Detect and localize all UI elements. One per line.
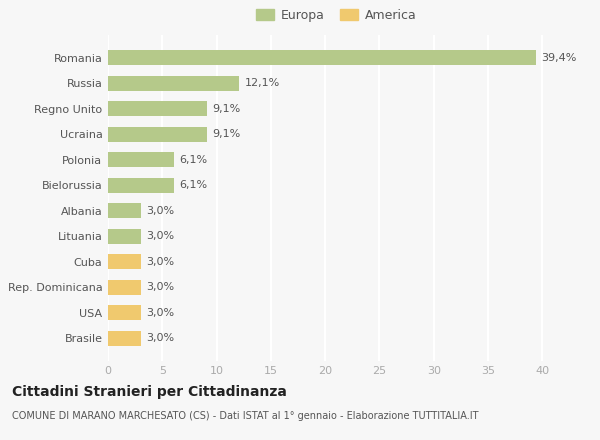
Bar [108,254,140,269]
Bar [108,331,140,346]
Bar [108,203,140,218]
Bar [108,101,207,116]
Bar [108,152,174,167]
Text: 3,0%: 3,0% [146,257,174,267]
Text: 6,1%: 6,1% [179,155,208,165]
Text: 3,0%: 3,0% [146,231,174,241]
Text: Cittadini Stranieri per Cittadinanza: Cittadini Stranieri per Cittadinanza [12,385,287,399]
Text: 12,1%: 12,1% [245,78,280,88]
Text: 39,4%: 39,4% [541,53,577,62]
Text: 3,0%: 3,0% [146,334,174,343]
Bar [108,280,140,295]
Text: 9,1%: 9,1% [212,104,241,114]
Legend: Europa, America: Europa, America [256,9,416,22]
Text: 6,1%: 6,1% [179,180,208,190]
Bar [108,178,174,193]
Text: 3,0%: 3,0% [146,282,174,292]
Text: 9,1%: 9,1% [212,129,241,139]
Bar [108,127,207,142]
Bar [108,229,140,244]
Bar [108,76,239,91]
Text: 3,0%: 3,0% [146,308,174,318]
Bar [108,50,536,65]
Text: COMUNE DI MARANO MARCHESATO (CS) - Dati ISTAT al 1° gennaio - Elaborazione TUTTI: COMUNE DI MARANO MARCHESATO (CS) - Dati … [12,411,479,422]
Bar [108,305,140,320]
Text: 3,0%: 3,0% [146,206,174,216]
